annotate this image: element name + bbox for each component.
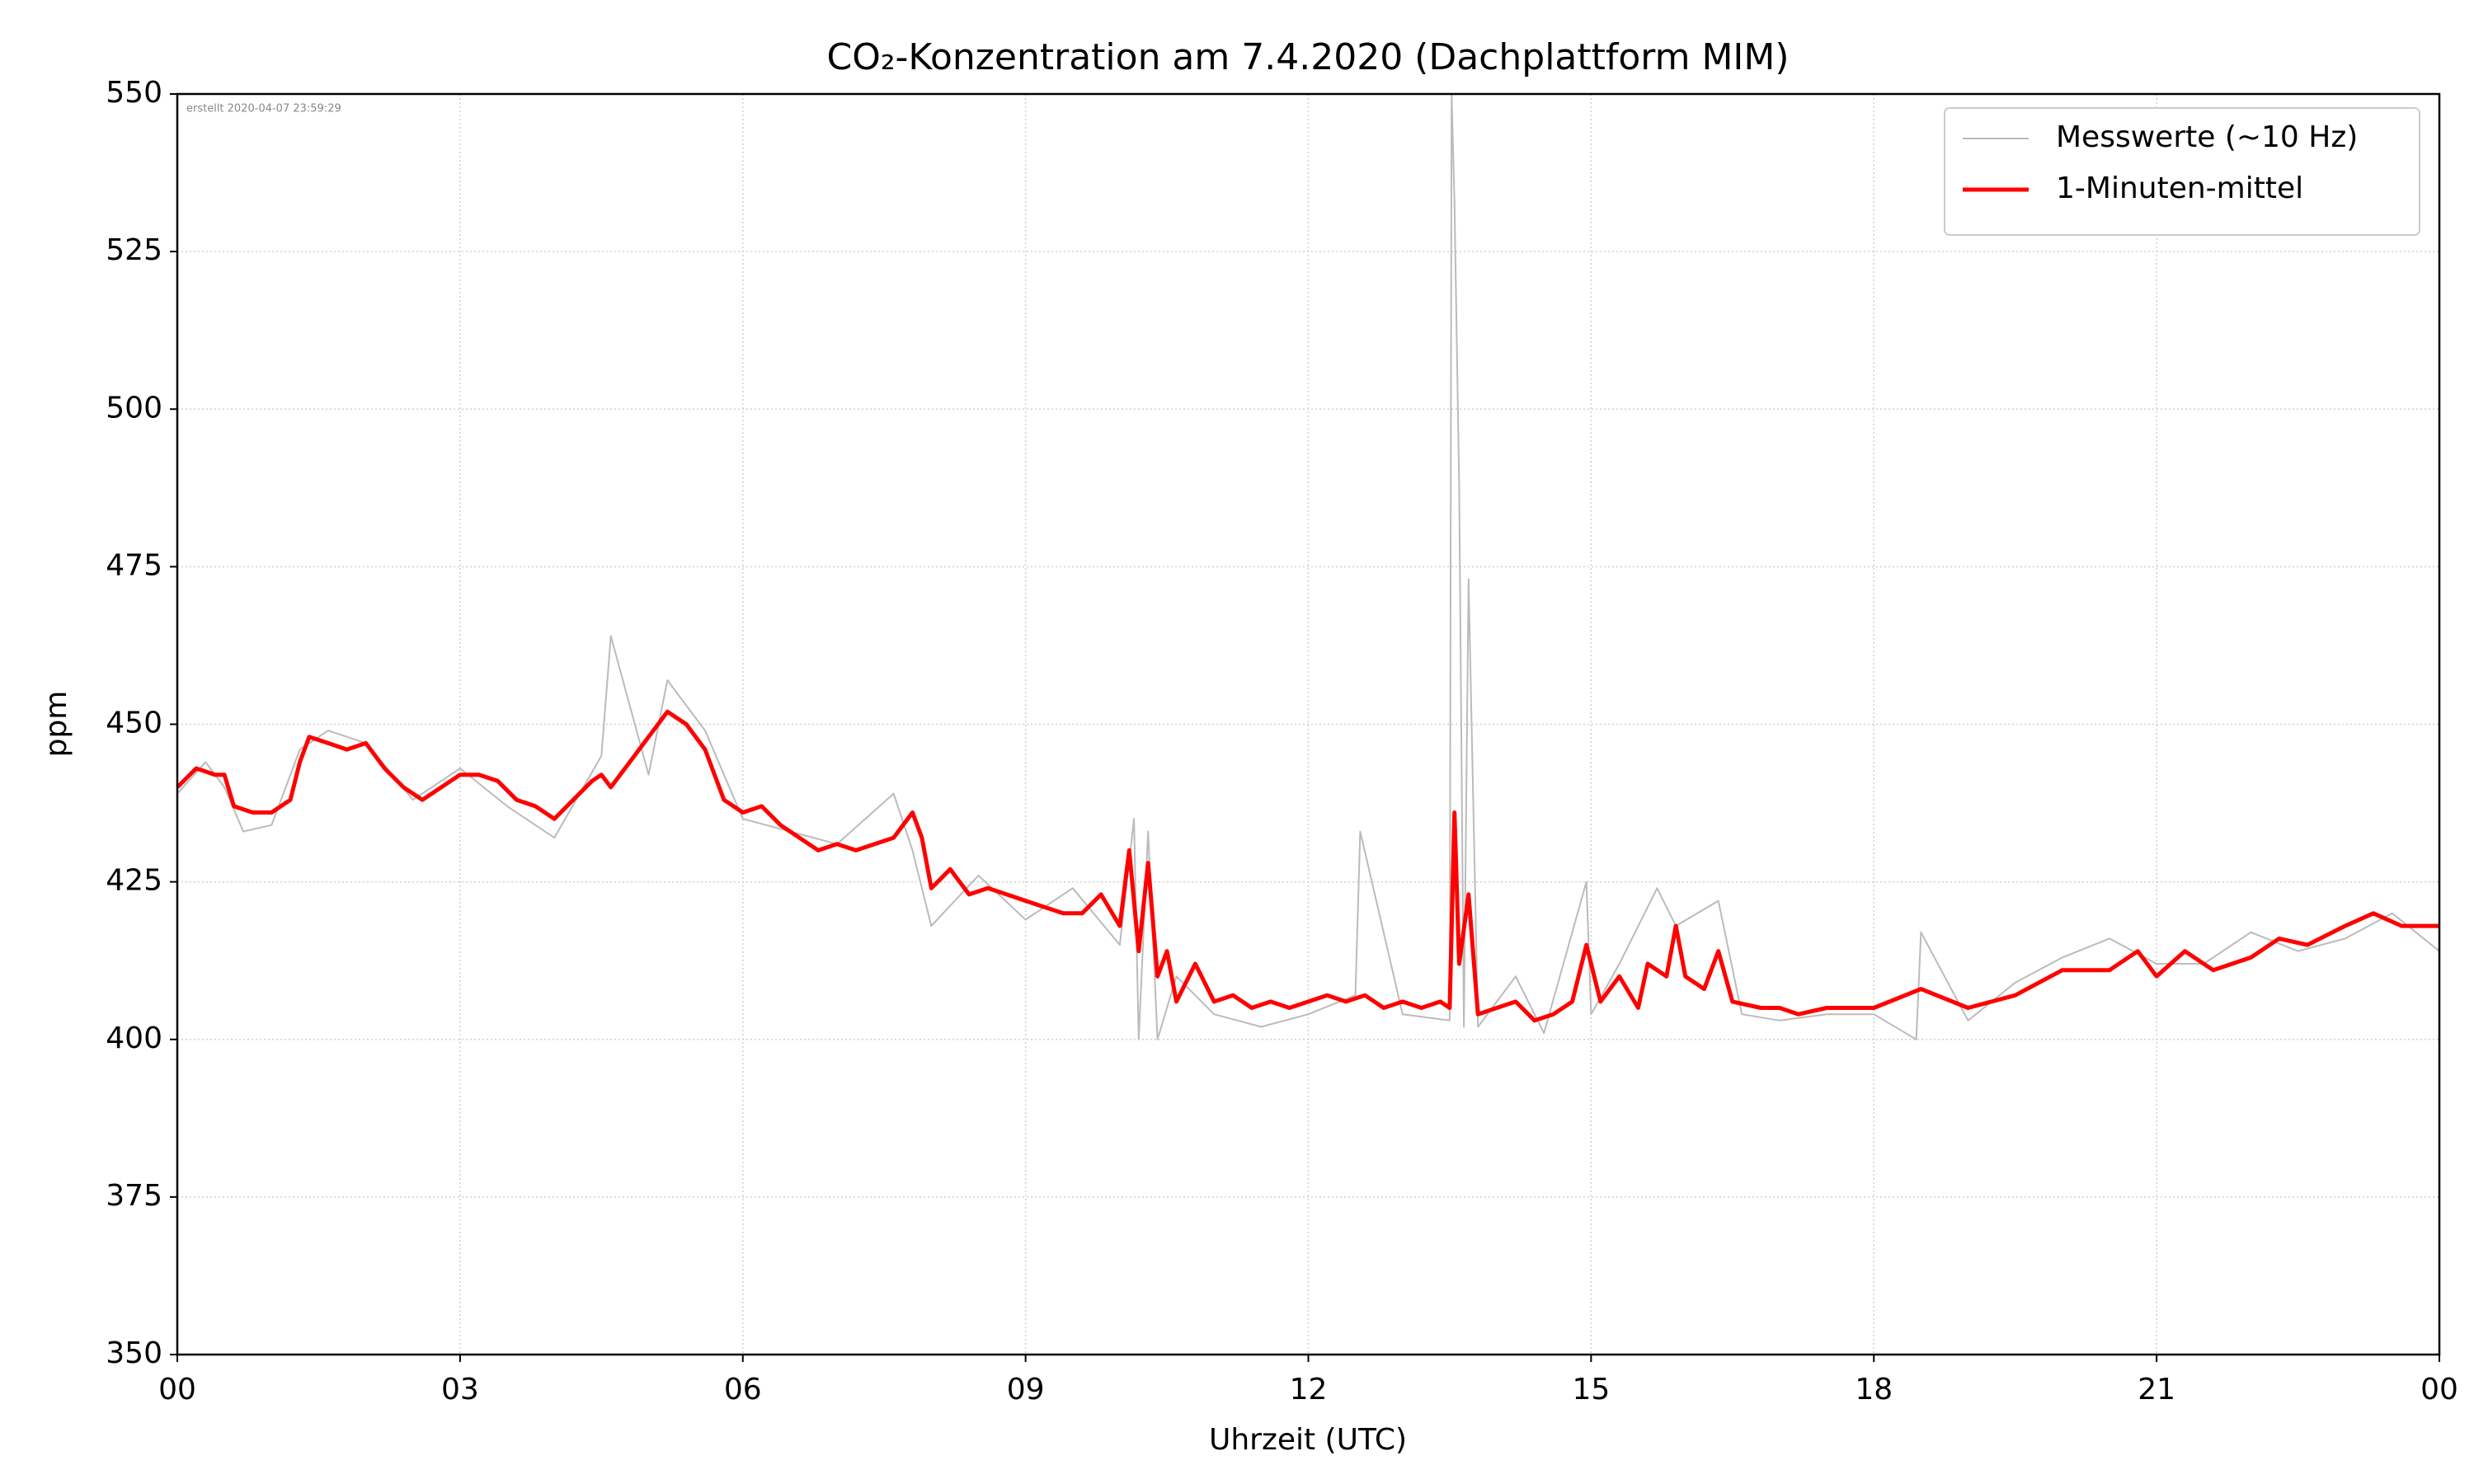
legend-box — [1944, 107, 2420, 236]
y-tick-label: 400 — [106, 1021, 162, 1055]
annotation: erstellt 2020-04-07 23:59:29 — [186, 103, 341, 115]
x-tick-label: 21 — [2138, 1373, 2175, 1407]
x-axis-label: Uhrzeit (UTC) — [1209, 1423, 1407, 1457]
plot-frame — [176, 92, 2441, 1356]
y-tick-label: 350 — [106, 1336, 162, 1370]
x-tick-label: 03 — [441, 1373, 479, 1407]
y-tick-label: 550 — [106, 76, 162, 110]
y-tick-label: 500 — [106, 391, 162, 425]
data-line — [176, 709, 2439, 1023]
x-tick-label: 09 — [1007, 1373, 1045, 1407]
x-tick-label: 15 — [1572, 1373, 1610, 1407]
x-tick-label: 06 — [724, 1373, 762, 1407]
x-tick-label: 12 — [1290, 1373, 1328, 1407]
legend-label: 1-Minuten-mittel — [2056, 171, 2303, 205]
y-tick-label: 375 — [106, 1179, 162, 1213]
x-tick-label: 00 — [2420, 1373, 2458, 1407]
legend-label: Messwerte (~10 Hz) — [2056, 120, 2358, 154]
y-tick-label: 425 — [106, 864, 162, 898]
x-tick-label: 18 — [1855, 1373, 1893, 1407]
y-tick-label: 450 — [106, 707, 162, 740]
y-tick-label: 525 — [106, 233, 162, 267]
x-tick-label: 00 — [158, 1373, 196, 1407]
chart-title: CO₂-Konzentration am 7.4.2020 (Dachplatt… — [826, 36, 1789, 78]
y-axis-label: ppm — [40, 691, 73, 758]
y-tick-label: 475 — [106, 548, 162, 582]
